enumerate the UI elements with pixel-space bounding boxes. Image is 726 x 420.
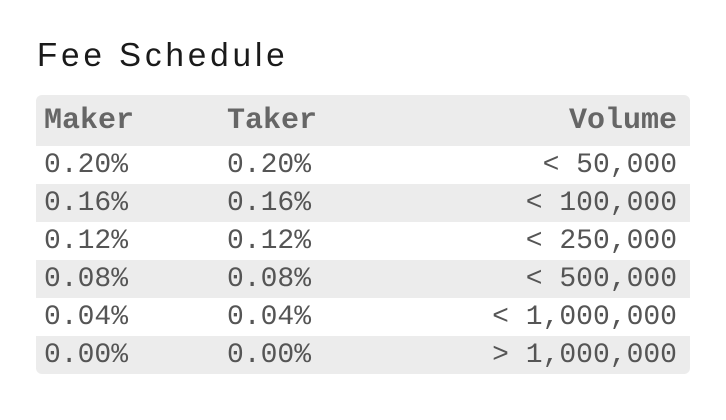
table-row: 0.16% 0.16% < 100,000 [36,184,690,222]
volume-cell: < 100,000 [525,187,677,219]
column-header-taker: Taker [227,103,318,138]
fee-table: Maker Taker Volume 0.20% 0.20% < 50,000 … [36,95,690,374]
taker-fee-cell: 0.20% [227,149,312,181]
volume-cell: < 50,000 [542,149,677,181]
table-row: 0.08% 0.08% < 500,000 [36,260,690,298]
column-header-maker: Maker [44,103,135,138]
maker-fee-cell: 0.12% [44,225,129,257]
volume-cell: < 1,000,000 [492,301,677,333]
table-row: 0.00% 0.00% > 1,000,000 [36,336,690,374]
maker-fee-cell: 0.16% [44,187,129,219]
page-title: Fee Schedule [37,36,289,73]
volume-cell: < 500,000 [525,263,677,295]
column-header-volume: Volume [568,103,677,138]
taker-fee-cell: 0.16% [227,187,312,219]
maker-fee-cell: 0.20% [44,149,129,181]
table-row: 0.20% 0.20% < 50,000 [36,146,690,184]
table-row: 0.12% 0.12% < 250,000 [36,222,690,260]
maker-fee-cell: 0.08% [44,263,129,295]
taker-fee-cell: 0.00% [227,339,312,371]
fee-table-header-row: Maker Taker Volume [36,95,690,146]
maker-fee-cell: 0.00% [44,339,129,371]
taker-fee-cell: 0.12% [227,225,312,257]
table-row: 0.04% 0.04% < 1,000,000 [36,298,690,336]
volume-cell: > 1,000,000 [492,339,677,371]
taker-fee-cell: 0.08% [227,263,312,295]
taker-fee-cell: 0.04% [227,301,312,333]
maker-fee-cell: 0.04% [44,301,129,333]
volume-cell: < 250,000 [525,225,677,257]
